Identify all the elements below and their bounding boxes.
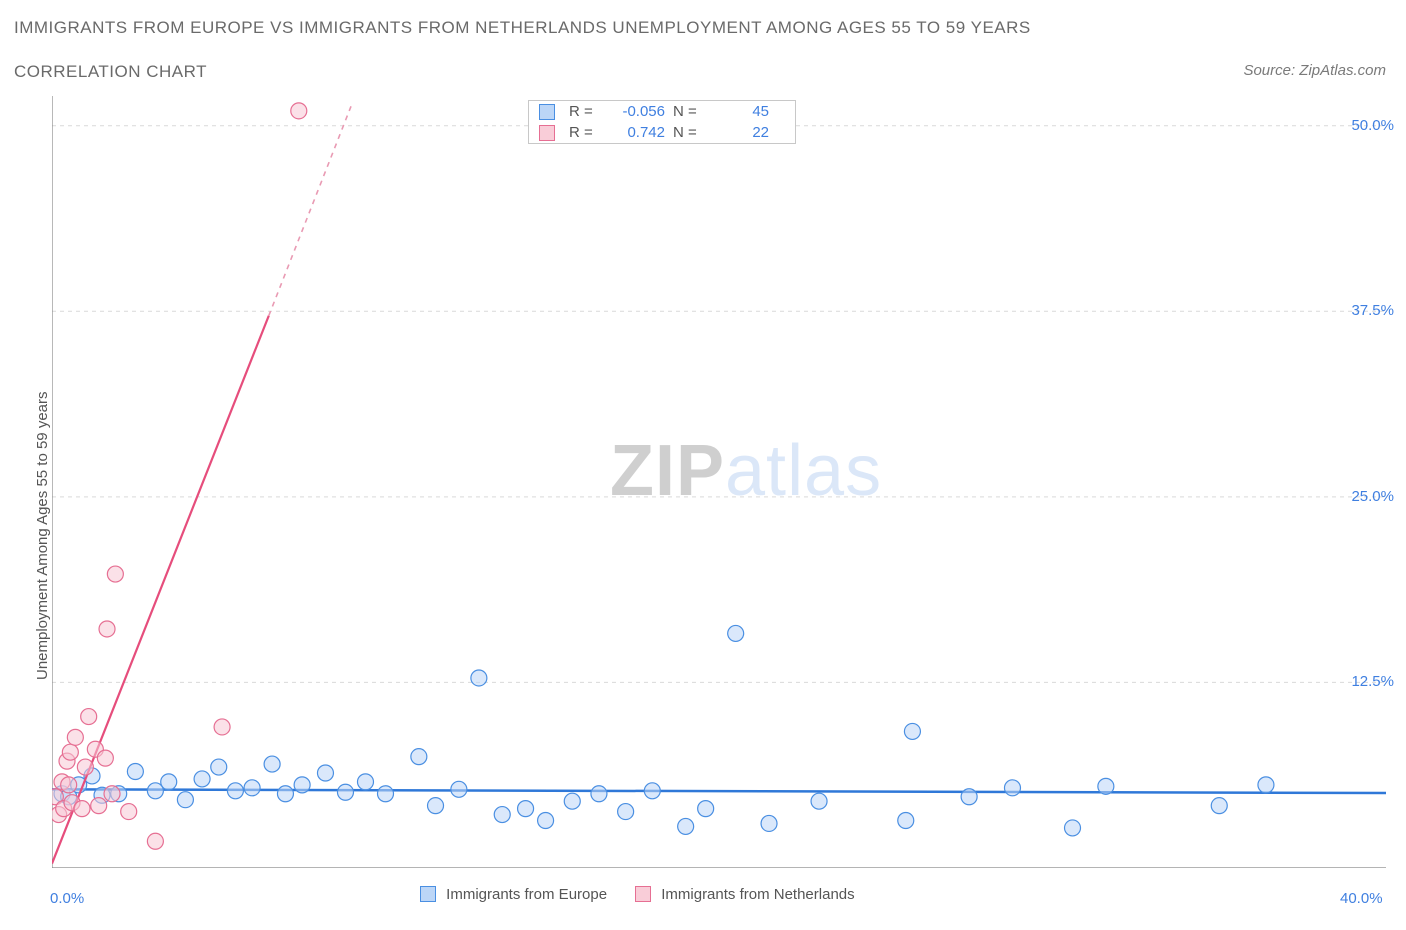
legend-bottom: Immigrants from Europe Immigrants from N… (420, 886, 855, 903)
n-label: N = (673, 124, 701, 141)
n-label: N = (673, 103, 701, 120)
swatch-netherlands-icon (635, 886, 651, 902)
chart-title-line-2: CORRELATION CHART (14, 62, 207, 82)
legend-stats-box: R = -0.056 N = 45 R = 0.742 N = 22 (528, 100, 796, 144)
n-value: 45 (709, 103, 769, 120)
xtick-label: 40.0% (1340, 890, 1383, 907)
n-value: 22 (709, 124, 769, 141)
legend-label: Immigrants from Netherlands (661, 886, 854, 903)
legend-item-netherlands: Immigrants from Netherlands (635, 886, 855, 903)
swatch-netherlands-icon (539, 125, 555, 141)
chart-container: IMMIGRANTS FROM EUROPE VS IMMIGRANTS FRO… (0, 0, 1406, 930)
ytick-label: 12.5% (1351, 673, 1394, 690)
r-value: -0.056 (605, 103, 665, 120)
swatch-europe-icon (420, 886, 436, 902)
r-value: 0.742 (605, 124, 665, 141)
legend-stats-row-europe: R = -0.056 N = 45 (529, 101, 795, 122)
ytick-label: 37.5% (1351, 302, 1394, 319)
legend-stats-row-netherlands: R = 0.742 N = 22 (529, 122, 795, 143)
chart-title-line-1: IMMIGRANTS FROM EUROPE VS IMMIGRANTS FRO… (14, 18, 1031, 38)
legend-label: Immigrants from Europe (446, 886, 607, 903)
scatter-plot (52, 96, 1386, 868)
swatch-europe-icon (539, 104, 555, 120)
r-label: R = (569, 124, 597, 141)
ytick-label: 50.0% (1351, 117, 1394, 134)
legend-item-europe: Immigrants from Europe (420, 886, 607, 903)
y-axis-label: Unemployment Among Ages 55 to 59 years (34, 391, 51, 680)
ytick-label: 25.0% (1351, 488, 1394, 505)
source-label: Source: ZipAtlas.com (1243, 62, 1386, 79)
xtick-label: 0.0% (50, 890, 84, 907)
r-label: R = (569, 103, 597, 120)
